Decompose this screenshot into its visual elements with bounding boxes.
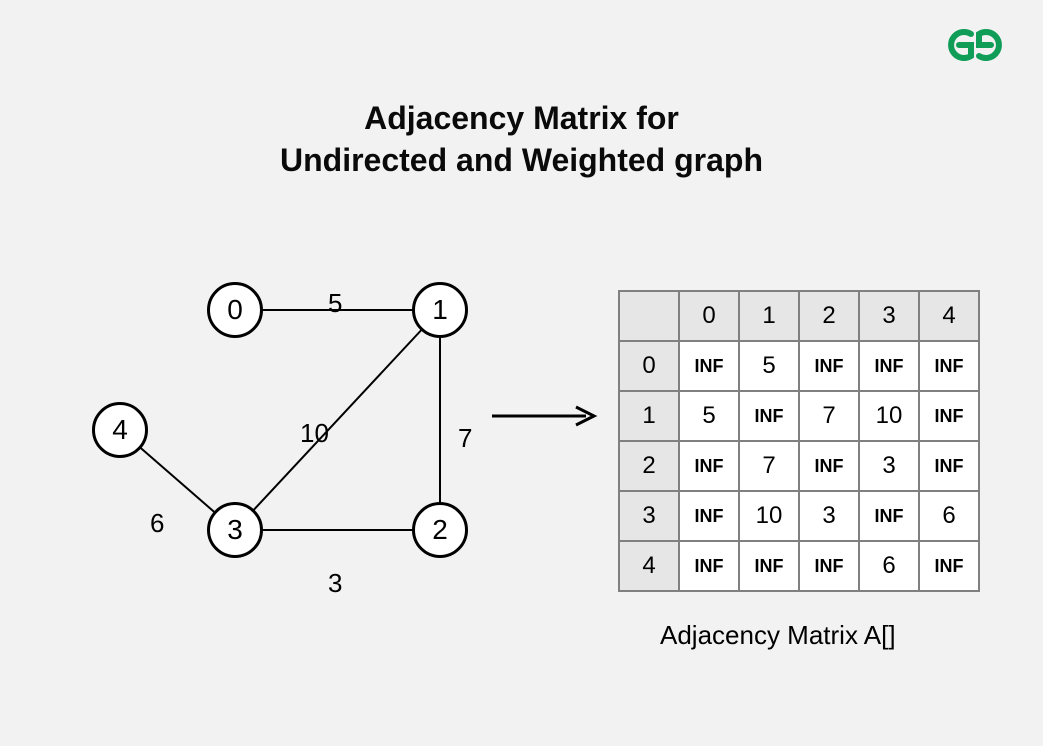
edge-weight-label: 7 bbox=[458, 423, 472, 454]
matrix-cell: INF bbox=[859, 341, 919, 391]
matrix-cell: INF bbox=[739, 391, 799, 441]
graph-node: 0 bbox=[207, 282, 263, 338]
matrix-cell: INF bbox=[799, 341, 859, 391]
matrix-cell: INF bbox=[919, 391, 979, 441]
matrix-cell: INF bbox=[799, 541, 859, 591]
adjacency-matrix: 012340INF5INFINFINF15INF710INF2INF7INF3I… bbox=[618, 290, 980, 592]
matrix-row-header: 4 bbox=[619, 541, 679, 591]
matrix-corner-cell bbox=[619, 291, 679, 341]
graph-node: 3 bbox=[207, 502, 263, 558]
matrix-col-header: 4 bbox=[919, 291, 979, 341]
matrix-cell: INF bbox=[919, 341, 979, 391]
graph-node: 4 bbox=[92, 402, 148, 458]
brand-logo-icon bbox=[943, 28, 1007, 67]
matrix-cell: INF bbox=[679, 441, 739, 491]
page-title: Adjacency Matrix for Undirected and Weig… bbox=[0, 98, 1043, 181]
matrix-row-header: 3 bbox=[619, 491, 679, 541]
matrix-caption: Adjacency Matrix A[] bbox=[660, 620, 896, 651]
matrix-cell: INF bbox=[679, 341, 739, 391]
graph-node: 1 bbox=[412, 282, 468, 338]
matrix-cell: 7 bbox=[739, 441, 799, 491]
matrix-cell: 10 bbox=[859, 391, 919, 441]
matrix-cell: 6 bbox=[859, 541, 919, 591]
matrix-cell: 3 bbox=[799, 491, 859, 541]
matrix-col-header: 2 bbox=[799, 291, 859, 341]
matrix-cell: 10 bbox=[739, 491, 799, 541]
title-line-2: Undirected and Weighted graph bbox=[280, 142, 763, 178]
matrix-col-header: 1 bbox=[739, 291, 799, 341]
matrix-cell: INF bbox=[739, 541, 799, 591]
matrix-cell: INF bbox=[859, 491, 919, 541]
matrix-row-header: 2 bbox=[619, 441, 679, 491]
matrix-row-header: 1 bbox=[619, 391, 679, 441]
matrix-cell: INF bbox=[919, 441, 979, 491]
matrix-cell: INF bbox=[799, 441, 859, 491]
title-line-1: Adjacency Matrix for bbox=[364, 100, 679, 136]
edge-weight-label: 5 bbox=[328, 288, 342, 319]
matrix-col-header: 0 bbox=[679, 291, 739, 341]
matrix-row-header: 0 bbox=[619, 341, 679, 391]
graph-node: 2 bbox=[412, 502, 468, 558]
edge-weight-label: 3 bbox=[328, 568, 342, 599]
edge-weight-label: 10 bbox=[300, 418, 329, 449]
arrow-icon bbox=[490, 404, 600, 433]
graph-diagram: 57103601234 bbox=[80, 270, 500, 590]
edge-weight-label: 6 bbox=[150, 508, 164, 539]
matrix-cell: 5 bbox=[739, 341, 799, 391]
matrix-cell: 6 bbox=[919, 491, 979, 541]
matrix-table: 012340INF5INFINFINF15INF710INF2INF7INF3I… bbox=[618, 290, 980, 592]
matrix-cell: 3 bbox=[859, 441, 919, 491]
matrix-cell: INF bbox=[919, 541, 979, 591]
matrix-cell: 7 bbox=[799, 391, 859, 441]
matrix-cell: INF bbox=[679, 491, 739, 541]
matrix-col-header: 3 bbox=[859, 291, 919, 341]
matrix-cell: 5 bbox=[679, 391, 739, 441]
matrix-cell: INF bbox=[679, 541, 739, 591]
